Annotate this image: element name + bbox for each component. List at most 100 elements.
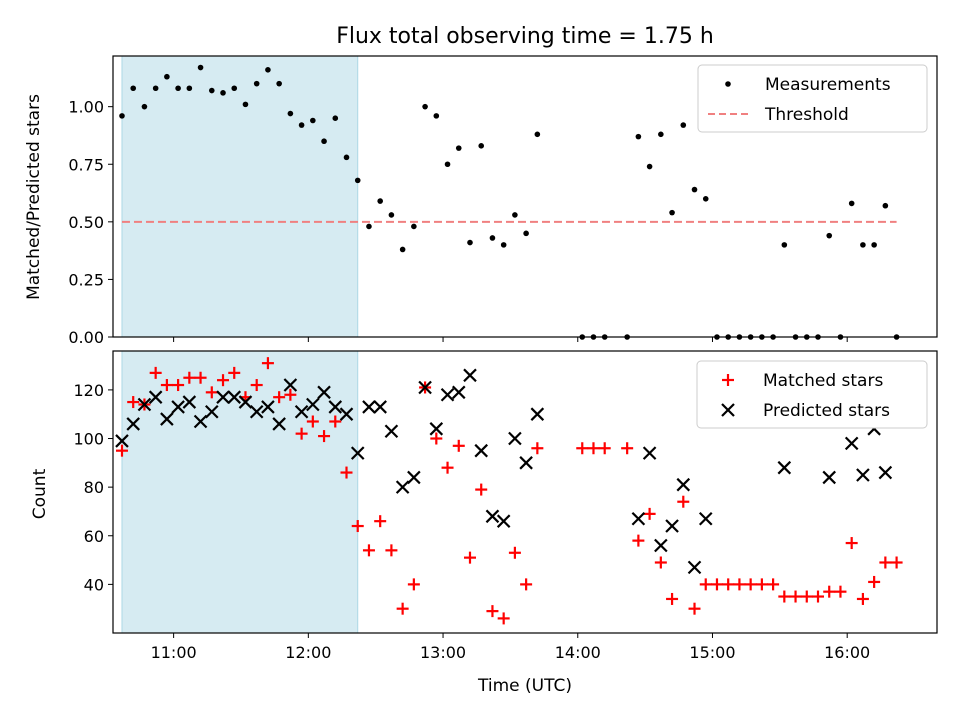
matched-point xyxy=(845,537,858,550)
matched-point xyxy=(385,544,398,557)
predicted-point xyxy=(339,407,354,421)
matched-point xyxy=(722,578,735,591)
predicted-point xyxy=(272,417,286,431)
predicted-point xyxy=(328,400,343,414)
measurement-point xyxy=(130,85,137,92)
matched-point xyxy=(475,483,488,496)
matched-point xyxy=(789,590,802,603)
measurement-point xyxy=(523,230,529,237)
matched-point xyxy=(520,578,533,591)
measurement-point xyxy=(310,117,316,124)
measurement-point xyxy=(298,122,305,128)
measurement-point xyxy=(343,154,350,161)
bottom-axes-frame xyxy=(112,350,938,634)
matched-point xyxy=(149,366,162,379)
predicted-point xyxy=(148,390,163,404)
matched-point xyxy=(699,578,712,591)
matched-point xyxy=(441,461,454,474)
measurement-point xyxy=(220,90,226,96)
y-tick-label: 40 xyxy=(84,575,104,594)
predicted-point xyxy=(373,400,387,414)
measurement-point xyxy=(478,143,485,149)
matched-point xyxy=(868,575,881,588)
matched-point xyxy=(812,590,825,603)
predicted-point xyxy=(171,400,185,414)
predicted-point xyxy=(530,407,545,421)
measurement-point xyxy=(231,85,238,92)
predicted-point xyxy=(362,400,376,414)
measurement-point xyxy=(848,200,855,207)
matched-point xyxy=(890,556,903,569)
top-panel: 0.00 0.25 0.50 0.75 1.00 Matched/Predicted s… xyxy=(24,55,938,347)
matched-point xyxy=(374,515,387,528)
matched-point xyxy=(497,612,510,625)
top-legend-box xyxy=(697,64,928,133)
predicted-point xyxy=(418,380,432,395)
top-legend: Measurements Threshold xyxy=(697,64,928,133)
predicted-point xyxy=(844,436,859,451)
measurement-point xyxy=(287,110,294,117)
predicted-point xyxy=(227,390,242,404)
bottom-y-ticks: 40 60 80 100 120 xyxy=(73,381,113,594)
matched-point xyxy=(160,379,173,392)
matched-point xyxy=(329,415,342,428)
measurement-point xyxy=(781,242,788,248)
matched-point xyxy=(261,357,274,370)
matched-point xyxy=(800,590,813,603)
x-tick-label: 15:00 xyxy=(689,643,735,662)
bottom-panel: 40 60 80 100 120 11:00 12:00 13:00 14:00 15:00 16… xyxy=(30,350,938,696)
matched-point xyxy=(755,578,768,591)
measurement-point xyxy=(467,239,473,246)
matched-point xyxy=(531,442,544,455)
legend-predicted-label: Predicted stars xyxy=(763,401,890,421)
predicted-point xyxy=(205,404,219,419)
bottom-y-axis-label: Count xyxy=(30,468,50,519)
top-y-axis-label: Matched/Predicted stars xyxy=(24,94,44,300)
measurement-point xyxy=(433,113,440,119)
measurement-point xyxy=(455,145,462,151)
measurement-point xyxy=(512,212,518,218)
predicted-point xyxy=(306,397,320,412)
matched-point xyxy=(407,578,420,591)
matched-point xyxy=(587,442,600,455)
measurement-point xyxy=(871,242,877,248)
matched-point xyxy=(340,466,353,479)
matched-point xyxy=(643,507,656,520)
predicted-point xyxy=(193,414,208,429)
predicted-point xyxy=(283,378,298,392)
y-tick-label: 0.50 xyxy=(68,213,104,232)
matched-point xyxy=(396,602,409,615)
top-shaded-region xyxy=(121,55,359,338)
matched-point xyxy=(654,556,667,569)
predicted-point xyxy=(429,422,444,436)
predicted-point xyxy=(294,404,309,419)
matched-point xyxy=(318,430,331,443)
matched-point xyxy=(228,366,241,379)
x-axis-label: Time (UTC) xyxy=(477,676,572,696)
matched-point xyxy=(486,605,499,618)
measurement-point xyxy=(680,122,687,128)
predicted-point xyxy=(822,470,837,485)
matched-point xyxy=(250,379,263,392)
matched-point xyxy=(115,444,128,457)
measurement-point xyxy=(669,209,675,216)
measurement-point xyxy=(422,103,428,110)
y-tick-label: 0.75 xyxy=(68,155,104,174)
measurement-point xyxy=(164,73,170,80)
legend-matched-marker xyxy=(722,374,734,386)
measurement-point xyxy=(691,186,698,193)
legend-measurements-marker xyxy=(725,81,731,87)
y-tick-label: 1.00 xyxy=(68,98,104,117)
bottom-legend: Matched stars Predicted stars xyxy=(696,360,928,429)
matched-point xyxy=(172,379,185,392)
predicted-point xyxy=(451,385,466,400)
predicted-point xyxy=(249,404,264,419)
measurement-point xyxy=(860,242,866,248)
top-axes-frame xyxy=(112,55,938,338)
measurement-point xyxy=(276,80,282,87)
matched-point xyxy=(688,602,701,615)
predicted-point xyxy=(676,477,691,492)
y-tick-label: 0.00 xyxy=(68,328,104,347)
matched-point xyxy=(632,534,645,547)
